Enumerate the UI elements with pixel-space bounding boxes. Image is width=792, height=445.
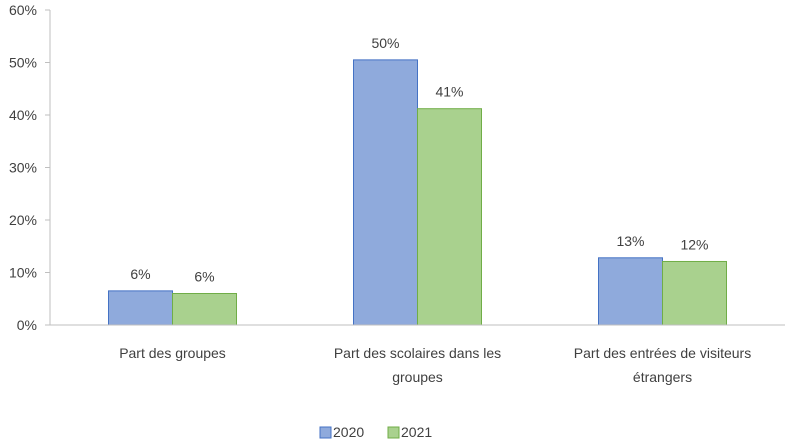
category-label: groupes bbox=[392, 369, 443, 385]
legend-swatch-2020 bbox=[319, 426, 332, 439]
bars bbox=[108, 59, 727, 326]
y-tick-label: 10% bbox=[9, 265, 37, 281]
bar-2020-3 bbox=[598, 257, 663, 326]
legend: 2020 2021 bbox=[319, 424, 432, 440]
data-label-2020-1: 6% bbox=[130, 266, 150, 282]
bar-2021-2 bbox=[417, 108, 482, 326]
data-label-2021-2: 41% bbox=[435, 84, 463, 100]
data-label-2020-2: 50% bbox=[371, 35, 399, 51]
y-tick-label: 60% bbox=[9, 2, 37, 18]
category-label: étrangers bbox=[633, 369, 692, 385]
data-label-2021-3: 12% bbox=[680, 236, 708, 252]
legend-label-2021: 2021 bbox=[401, 424, 432, 440]
y-axis-ticks: 0% 10% 20% 30% 40% 50% 60% bbox=[9, 2, 50, 333]
y-tick-label: 0% bbox=[17, 317, 37, 333]
y-tick-label: 50% bbox=[9, 55, 37, 71]
data-label-2021-1: 6% bbox=[194, 269, 214, 285]
legend-swatch-2021 bbox=[387, 426, 400, 439]
category-label: Part des scolaires dans les bbox=[334, 345, 501, 361]
data-labels: 6% 50% 13% 6% 41% 12% bbox=[130, 35, 708, 285]
category-label: Part des entrées de visiteurs bbox=[574, 345, 751, 361]
bar-2021-1 bbox=[172, 293, 237, 326]
legend-label-2020: 2020 bbox=[333, 424, 364, 440]
bar-2020-1 bbox=[108, 290, 173, 326]
y-tick-label: 20% bbox=[9, 212, 37, 228]
y-tick-label: 40% bbox=[9, 107, 37, 123]
bar-2020-2 bbox=[353, 59, 418, 326]
bar-2021-3 bbox=[662, 260, 727, 326]
category-label: Part des groupes bbox=[119, 345, 226, 361]
y-tick-label: 30% bbox=[9, 160, 37, 176]
category-labels: Part des groupes Part des scolaires dans … bbox=[119, 345, 751, 385]
data-label-2020-3: 13% bbox=[616, 233, 644, 249]
